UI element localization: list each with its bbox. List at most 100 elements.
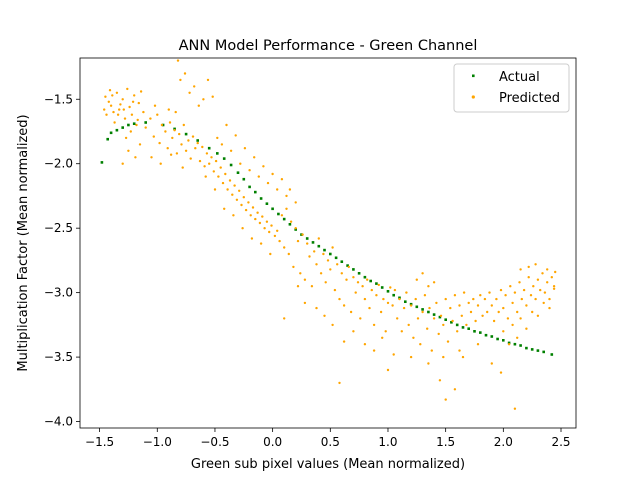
predicted-point (124, 136, 128, 140)
predicted-point (149, 117, 152, 120)
legend-marker-predicted (471, 95, 475, 99)
predicted-point (202, 98, 205, 101)
legend-marker-actual (472, 74, 475, 78)
actual-point (421, 308, 424, 311)
predicted-point (333, 288, 337, 292)
predicted-point (451, 319, 454, 323)
predicted-point (513, 291, 517, 294)
predicted-point (546, 281, 549, 284)
predicted-point (456, 330, 459, 333)
predicted-point (554, 270, 557, 274)
actual-point (525, 346, 528, 350)
actual-point (277, 212, 280, 216)
x-tick-label: 1.5 (436, 435, 455, 449)
predicted-point (511, 301, 514, 305)
actual-point (375, 282, 378, 285)
predicted-point (548, 306, 551, 310)
predicted-point (220, 143, 224, 146)
predicted-point (342, 304, 346, 307)
predicted-point (299, 272, 302, 275)
predicted-point (331, 323, 334, 327)
predicted-point (536, 278, 540, 281)
predicted-point (269, 252, 272, 256)
predicted-point (382, 297, 385, 301)
predicted-point (212, 170, 215, 173)
predicted-point (462, 291, 466, 294)
predicted-point (536, 314, 540, 317)
predicted-point (502, 330, 505, 333)
predicted-point (280, 214, 284, 217)
predicted-point (499, 288, 503, 292)
predicted-point (315, 306, 318, 310)
actual-point (196, 139, 199, 142)
predicted-point (525, 304, 528, 307)
predicted-point (315, 263, 318, 266)
actual-point (109, 131, 113, 135)
predicted-point (461, 355, 465, 359)
predicted-point (129, 130, 132, 133)
predicted-point (442, 323, 445, 327)
plot-frame (79, 57, 577, 429)
predicted-point (198, 159, 202, 163)
actual-point (398, 296, 401, 300)
actual-point (271, 207, 274, 211)
x-tick-label: 2.5 (551, 435, 570, 449)
predicted-point (223, 207, 226, 210)
actual-point (404, 300, 407, 303)
predicted-point (134, 156, 137, 159)
predicted-point (492, 319, 496, 323)
predicted-point (499, 371, 503, 374)
predicted-point (402, 306, 406, 310)
predicted-point (180, 143, 183, 146)
predicted-point (407, 323, 410, 327)
plot-area (79, 57, 577, 429)
predicted-point (361, 285, 364, 288)
predicted-point (178, 132, 181, 136)
y-axis-label: Multiplication Factor (Mean normalized) (16, 114, 31, 371)
predicted-point (112, 110, 115, 114)
predicted-point (276, 229, 279, 232)
predicted-point (308, 255, 311, 258)
predicted-point (235, 198, 239, 201)
predicted-point (509, 285, 512, 288)
predicted-point (288, 188, 292, 191)
predicted-point (221, 181, 225, 185)
predicted-point (495, 297, 498, 301)
predicted-point (121, 162, 124, 165)
actual-point (444, 318, 447, 321)
predicted-point (197, 104, 200, 107)
predicted-point (519, 317, 522, 320)
predicted-point (414, 297, 417, 301)
predicted-point (130, 113, 134, 116)
actual-point (317, 244, 321, 248)
predicted-series (103, 59, 557, 410)
predicted-point (303, 278, 307, 281)
predicted-point (427, 285, 430, 288)
predicted-point (550, 276, 553, 279)
predicted-point (476, 304, 480, 307)
predicted-point (490, 304, 493, 307)
predicted-point (160, 123, 164, 127)
predicted-point (405, 291, 408, 294)
predicted-point (296, 285, 300, 288)
actual-point (357, 272, 361, 275)
predicted-point (546, 268, 549, 271)
x-tick-label: 1.0 (378, 435, 397, 449)
predicted-point (210, 156, 213, 159)
predicted-point (306, 242, 309, 245)
predicted-point (502, 306, 505, 310)
predicted-point (460, 314, 463, 317)
actual-point (222, 157, 226, 160)
predicted-point (313, 250, 316, 253)
predicted-point (159, 162, 162, 165)
predicted-point (285, 207, 288, 210)
actual-point (305, 237, 309, 240)
predicted-point (520, 297, 523, 301)
predicted-point (250, 237, 254, 240)
predicted-point (552, 285, 556, 288)
predicted-point (109, 104, 113, 107)
actual-point (173, 127, 176, 131)
predicted-point (377, 283, 380, 287)
predicted-point (219, 166, 222, 169)
predicted-point (532, 285, 535, 288)
